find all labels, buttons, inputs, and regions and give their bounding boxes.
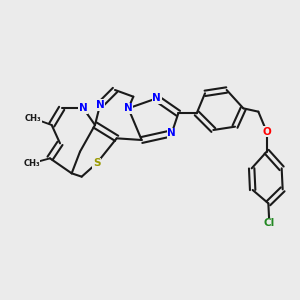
Text: S: S [93,158,100,168]
Text: Cl: Cl [264,218,275,228]
Text: N: N [124,103,133,113]
Text: N: N [167,128,176,138]
Text: CH₃: CH₃ [23,159,40,168]
Text: CH₃: CH₃ [25,114,42,123]
Text: O: O [262,127,271,137]
Text: N: N [79,103,88,113]
Text: N: N [152,93,161,103]
Text: N: N [96,100,104,110]
